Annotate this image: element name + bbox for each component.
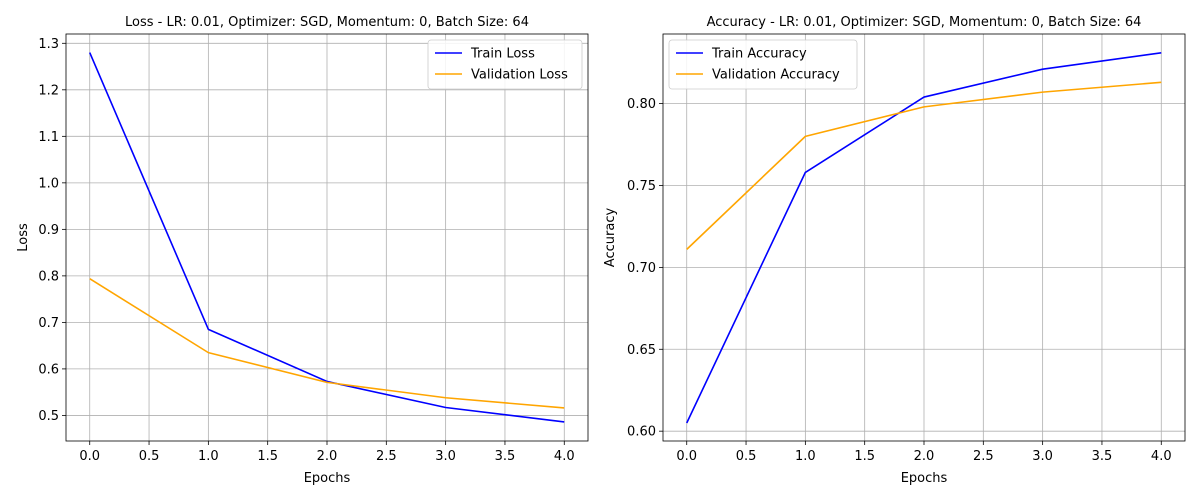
- chart1-x-axis-label: Epochs: [304, 471, 351, 486]
- chart1-x-tick-label: 1.5: [257, 449, 278, 464]
- chart2-x-tick-label: 2.0: [914, 449, 935, 464]
- chart2-x-tick-label: 4.0: [1151, 449, 1172, 464]
- chart1-x-tick-label: 3.5: [495, 449, 516, 464]
- chart1-x-tick-label: 3.0: [435, 449, 456, 464]
- chart1-legend: Train Loss Validation Loss: [427, 39, 583, 90]
- chart1-legend-label-validation-loss: Validation Loss: [471, 68, 568, 83]
- chart1-y-tick-label: 0.5: [38, 409, 59, 424]
- chart2-y-tick-label: 0.75: [627, 179, 656, 194]
- chart2-legend: Train Accuracy Validation Accuracy: [668, 39, 858, 90]
- chart1-x-tick-label: 4.0: [554, 449, 575, 464]
- chart2: 0.0 0.5 1.0 1.5 2.0 2.5 3.0 3.5 4.0 0.60 0.65 0.70 0…: [603, 15, 1186, 486]
- chart2-series-validation-accuracy: [686, 81, 1162, 250]
- chart2-grid: [663, 34, 1185, 441]
- chart2-legend-box: [668, 39, 858, 90]
- chart1-series-train-loss: [88, 52, 565, 423]
- chart1-grid: [66, 34, 588, 441]
- chart1: 0.0 0.5 1.0 1.5 2.0 2.5 3.0 3.5 4.0 0.5 0.6 0.7 0.8 0…: [16, 15, 589, 486]
- chart1-legend-label-train-loss: Train Loss: [470, 47, 535, 62]
- chart1-y-tick-label: 1.1: [38, 130, 59, 145]
- chart1-y-tick-label: 1.3: [38, 37, 59, 52]
- chart1-y-tick-label: 0.6: [38, 362, 59, 377]
- chart1-y-tick-label: 1.2: [38, 83, 59, 98]
- chart2-x-tick-label: 1.0: [795, 449, 816, 464]
- chart1-y-tick-label: 0.8: [38, 269, 59, 284]
- chart1-y-axis-label: Loss: [16, 223, 31, 252]
- chart1-x-tick-label: 2.0: [317, 449, 338, 464]
- chart1-x-tick-label: 1.0: [198, 449, 219, 464]
- chart1-x-tick-label: 0.0: [79, 449, 100, 464]
- chart1-y-tick-label: 0.7: [38, 316, 59, 331]
- chart2-y-tick-label: 0.65: [627, 343, 656, 358]
- chart2-x-tick-label: 3.5: [1092, 449, 1113, 464]
- chart1-y-tick-label: 1.0: [38, 176, 59, 191]
- chart2-series-train-accuracy: [686, 52, 1162, 424]
- chart2-x-tick-label: 2.5: [973, 449, 994, 464]
- chart2-y-tick-label: 0.70: [627, 261, 656, 276]
- chart1-legend-box: [427, 39, 583, 90]
- chart2-y-axis-label: Accuracy: [603, 208, 618, 268]
- chart2-y-tick-label: 0.80: [627, 97, 656, 112]
- chart2-legend-label-train-accuracy: Train Accuracy: [711, 47, 807, 62]
- chart1-x-tick-label: 0.5: [139, 449, 160, 464]
- chart2-x-tick-label: 1.5: [854, 449, 875, 464]
- chart1-title: Loss - LR: 0.01, Optimizer: SGD, Momentu…: [125, 15, 529, 30]
- chart2-title: Accuracy - LR: 0.01, Optimizer: SGD, Mom…: [707, 15, 1142, 30]
- chart1-y-tick-label: 0.9: [38, 223, 59, 238]
- chart2-y-tick-label: 0.60: [627, 425, 656, 440]
- chart2-x-axis-label: Epochs: [901, 471, 948, 486]
- chart2-x-tick-label: 0.5: [736, 449, 757, 464]
- chart2-x-tick-label: 3.0: [1032, 449, 1053, 464]
- chart1-series-validation-loss: [89, 277, 565, 409]
- chart2-legend-label-validation-accuracy: Validation Accuracy: [712, 68, 840, 83]
- chart2-x-tick-label: 0.0: [676, 449, 697, 464]
- chart1-x-tick-label: 2.5: [376, 449, 397, 464]
